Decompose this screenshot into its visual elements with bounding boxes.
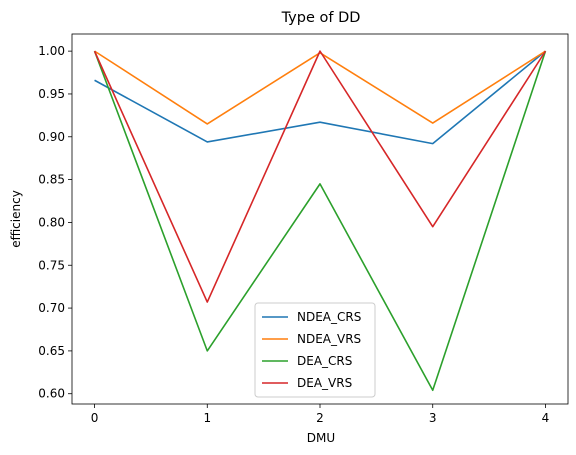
y-tick-label: 1.00	[38, 44, 65, 58]
y-axis: 0.60 0.65 0.70 0.75 0.80 0.85 0.90 0.95 1.00	[38, 44, 72, 401]
y-axis-label: efficiency	[9, 190, 23, 248]
y-tick-label: 0.65	[38, 344, 65, 358]
legend-label: NDEA_VRS	[297, 332, 361, 346]
series-layer	[93, 50, 547, 392]
legend-label: NDEA_CRS	[297, 310, 361, 324]
x-tick-label: 1	[203, 411, 211, 425]
legend-label: DEA_VRS	[297, 376, 352, 390]
x-tick-label: 0	[91, 411, 99, 425]
y-tick-label: 0.70	[38, 301, 65, 315]
y-tick-label: 0.75	[38, 258, 65, 272]
x-tick-label: 3	[429, 411, 437, 425]
y-tick-label: 0.90	[38, 130, 65, 144]
y-tick-label: 0.60	[38, 387, 65, 401]
series-line-ndea-crs	[94, 50, 546, 145]
series-line-dea-vrs	[93, 50, 547, 303]
legend-box	[254, 302, 376, 398]
chart-title: Type of DD	[281, 10, 361, 26]
y-tick-label: 0.85	[38, 173, 65, 187]
series-line-ndea-vrs	[94, 50, 546, 125]
x-tick-label: 2	[316, 411, 324, 425]
x-tick-label: 4	[542, 411, 550, 425]
y-tick-label: 0.95	[38, 87, 65, 101]
x-axis-label: DMU	[307, 431, 335, 445]
legend: NDEA_CRS NDEA_VRS DEA_CRS DEA_VRS	[254, 302, 376, 398]
series-line-dea-crs	[93, 50, 547, 392]
legend-label: DEA_CRS	[297, 354, 352, 368]
y-tick-label: 0.80	[38, 215, 65, 229]
x-axis: 0 1 2 3 4	[91, 404, 550, 425]
